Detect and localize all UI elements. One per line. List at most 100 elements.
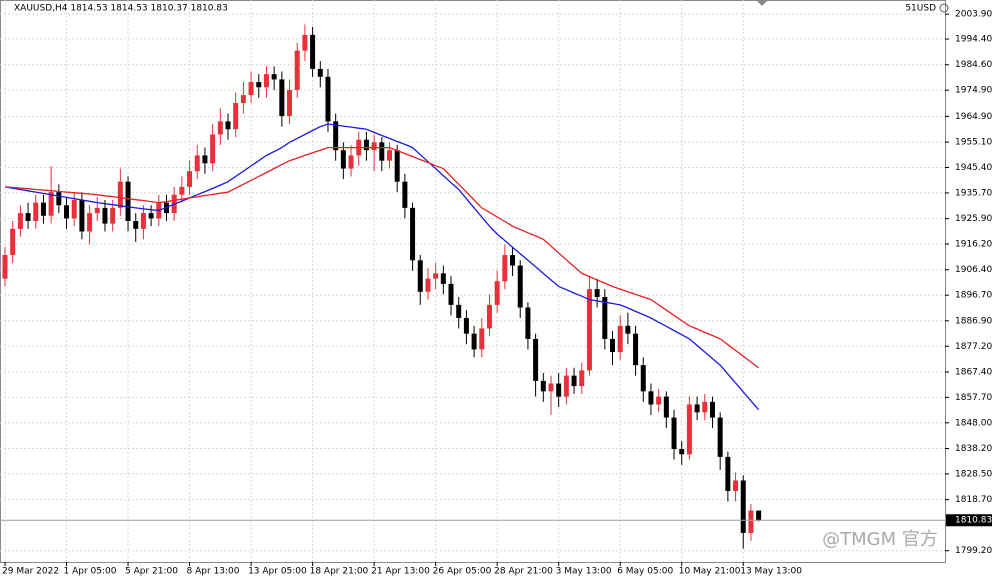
- candle-body: [79, 200, 85, 232]
- candle-body: [725, 456, 731, 491]
- candle-body: [56, 192, 62, 206]
- candle-body: [479, 328, 485, 350]
- candle-body: [586, 289, 592, 371]
- y-tick-label: 1925.90: [955, 214, 992, 224]
- candle-body: [656, 396, 662, 405]
- candle-body: [71, 200, 77, 219]
- candle-body: [533, 338, 539, 381]
- close-icon[interactable]: [939, 3, 949, 13]
- candle-body: [756, 510, 762, 521]
- candle-body: [363, 139, 369, 151]
- candle-body: [387, 150, 392, 161]
- candle-body: [340, 150, 346, 169]
- x-tick-label: 8 Apr 13:00: [187, 567, 240, 577]
- y-tick-label: 1994.40: [955, 35, 992, 45]
- candle-body: [602, 296, 608, 339]
- candle-body: [563, 375, 569, 397]
- candle-body: [10, 228, 16, 256]
- candle-body: [240, 95, 246, 104]
- shift-marker: [757, 1, 767, 6]
- candle-body: [663, 396, 669, 418]
- candle-body: [540, 380, 546, 392]
- candle-body: [287, 89, 293, 117]
- candle-body: [525, 307, 531, 339]
- candle-body: [17, 213, 23, 229]
- candle-body: [494, 281, 500, 305]
- y-tick-label: 1984.60: [955, 60, 992, 70]
- candle-body: [686, 404, 692, 455]
- candle-body: [448, 283, 454, 305]
- candle-body: [740, 480, 746, 533]
- y-tick-label: 1799.20: [955, 546, 992, 556]
- candle-body: [709, 401, 715, 418]
- x-tick-label: 21 Apr 13:00: [371, 567, 430, 577]
- last-price-box: [946, 514, 992, 527]
- candle-body: [471, 333, 477, 350]
- candle-body: [571, 375, 577, 387]
- candle-body: [217, 121, 223, 135]
- candle-body: [617, 325, 623, 353]
- y-tick-label: 1945.40: [955, 163, 992, 173]
- candle-body: [317, 68, 323, 77]
- candle-body: [294, 50, 300, 90]
- candle-body: [702, 401, 708, 413]
- candle-body: [148, 213, 154, 219]
- x-tick-label: 3 May 13:00: [556, 567, 612, 577]
- x-tick-label: 10 May 21:00: [679, 567, 741, 577]
- candle-body: [256, 82, 262, 88]
- candle-body: [94, 207, 100, 214]
- candle-body: [640, 365, 646, 392]
- candle-body: [594, 289, 600, 297]
- candle-body: [133, 220, 139, 229]
- candle-body: [679, 449, 685, 455]
- candle-body: [117, 181, 123, 208]
- candle-body: [694, 404, 700, 413]
- ma-line: [4, 123, 760, 411]
- candle-body: [510, 255, 516, 266]
- candle-body: [233, 103, 239, 130]
- y-tick-label: 1974.90: [955, 86, 992, 96]
- candle-body: [433, 273, 439, 279]
- x-tick-label: 29 Mar 2022: [2, 567, 59, 577]
- candle-body: [2, 255, 8, 279]
- candle-body: [140, 213, 146, 229]
- candle-body: [87, 213, 93, 232]
- candle-body: [625, 325, 631, 334]
- candle-body: [556, 383, 562, 397]
- x-tick-label: 1 Apr 05:00: [64, 567, 117, 577]
- y-tick-label: 1906.40: [955, 265, 992, 275]
- plot-frame: [0, 0, 946, 563]
- y-tick-label: 1886.90: [955, 316, 992, 326]
- candle-body: [410, 207, 416, 261]
- candle-body: [263, 74, 269, 88]
- y-tick-label: 2003.90: [955, 10, 992, 20]
- x-tick-label: 6 May 05:00: [617, 567, 673, 577]
- candle-body: [548, 383, 554, 392]
- account-label: 51USD: [905, 4, 936, 14]
- y-tick-label: 1896.70: [955, 291, 992, 301]
- candle-body: [310, 34, 316, 69]
- candle-body: [633, 333, 639, 366]
- candle-body: [271, 74, 277, 80]
- candle-body: [402, 181, 408, 208]
- candle-body: [371, 142, 377, 151]
- x-tick-label: 26 Apr 05:00: [433, 567, 492, 577]
- candle-body: [671, 417, 677, 450]
- candle-body: [210, 134, 216, 164]
- x-tick-label: 28 Apr 21:00: [494, 567, 553, 577]
- candle-body: [379, 142, 385, 161]
- x-tick-label: 13 Apr 05:00: [248, 567, 307, 577]
- candle-body: [110, 207, 116, 224]
- y-tick-label: 1848.00: [955, 418, 992, 428]
- candle-body: [463, 317, 469, 334]
- candle-body: [648, 391, 654, 405]
- candle-body: [486, 304, 492, 329]
- y-tick-label: 1964.90: [955, 112, 992, 122]
- candle-body: [394, 150, 400, 182]
- candle-body: [33, 202, 39, 221]
- candle-body: [502, 255, 508, 282]
- y-tick-label: 1857.70: [955, 393, 992, 403]
- x-tick-label: 5 Apr 21:00: [125, 567, 178, 577]
